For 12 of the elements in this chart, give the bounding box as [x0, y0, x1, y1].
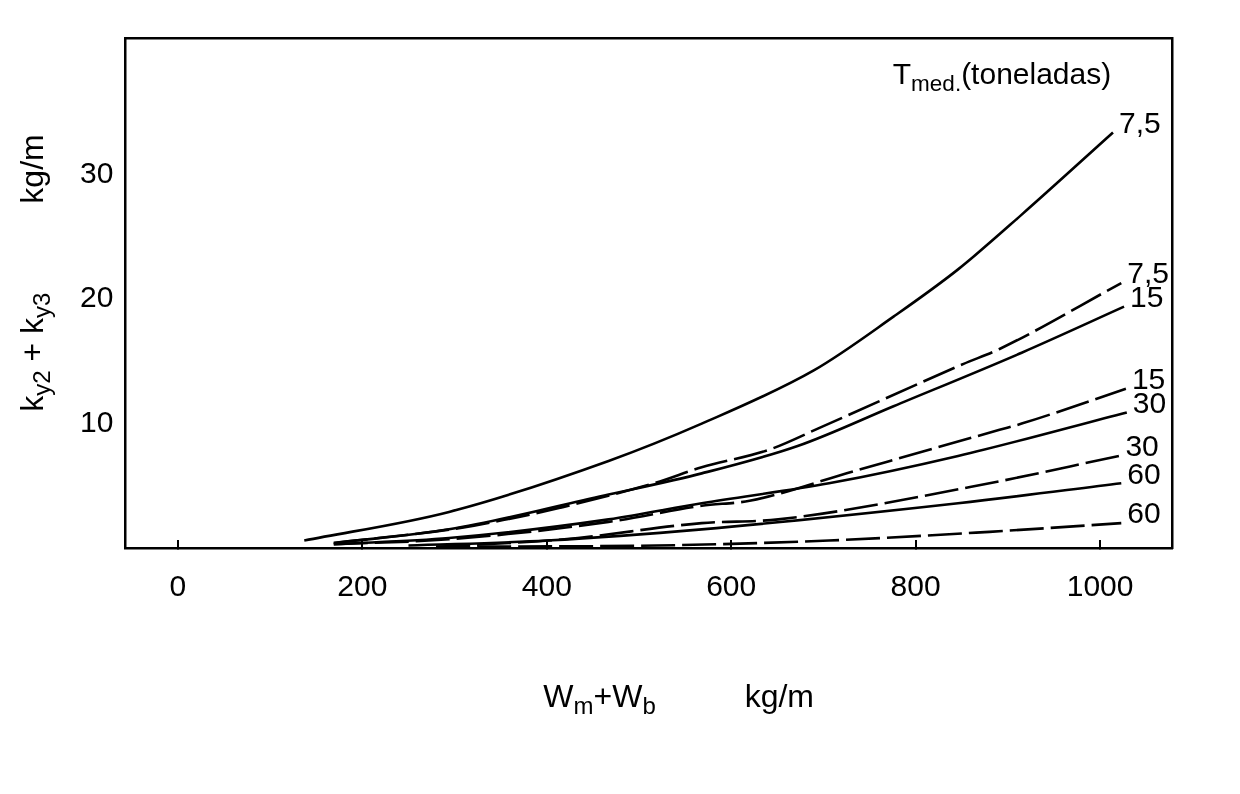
x-tick-label: 600: [706, 569, 757, 603]
x-tick-label: 0: [169, 569, 187, 603]
y-tick-label: 20: [79, 280, 114, 314]
series-label: 60: [1127, 496, 1161, 530]
x-tick-label: 400: [521, 569, 572, 603]
x-tick-label: 1000: [1066, 569, 1134, 603]
x-tick-label: 800: [890, 569, 941, 603]
y-tick-label: 10: [79, 404, 114, 438]
series-label: 7,5: [1118, 105, 1161, 139]
x-tick-label: 200: [337, 569, 388, 603]
y-tick-label: 30: [79, 156, 114, 190]
text: ky2 + ky3 kg/m: [13, 134, 56, 412]
